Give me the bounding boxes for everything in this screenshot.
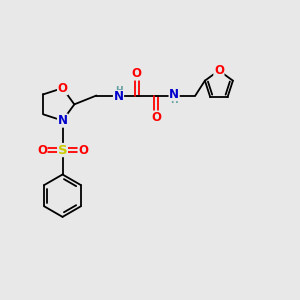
Text: O: O <box>58 82 68 94</box>
Text: N: N <box>58 114 68 127</box>
Text: N: N <box>169 88 179 100</box>
Text: H: H <box>170 96 178 105</box>
Text: H: H <box>115 86 122 95</box>
Text: O: O <box>37 143 47 157</box>
Text: O: O <box>151 111 161 124</box>
Text: O: O <box>214 64 224 77</box>
Text: N: N <box>113 91 124 103</box>
Text: O: O <box>78 143 88 157</box>
Text: O: O <box>132 67 142 80</box>
Text: S: S <box>58 143 67 157</box>
